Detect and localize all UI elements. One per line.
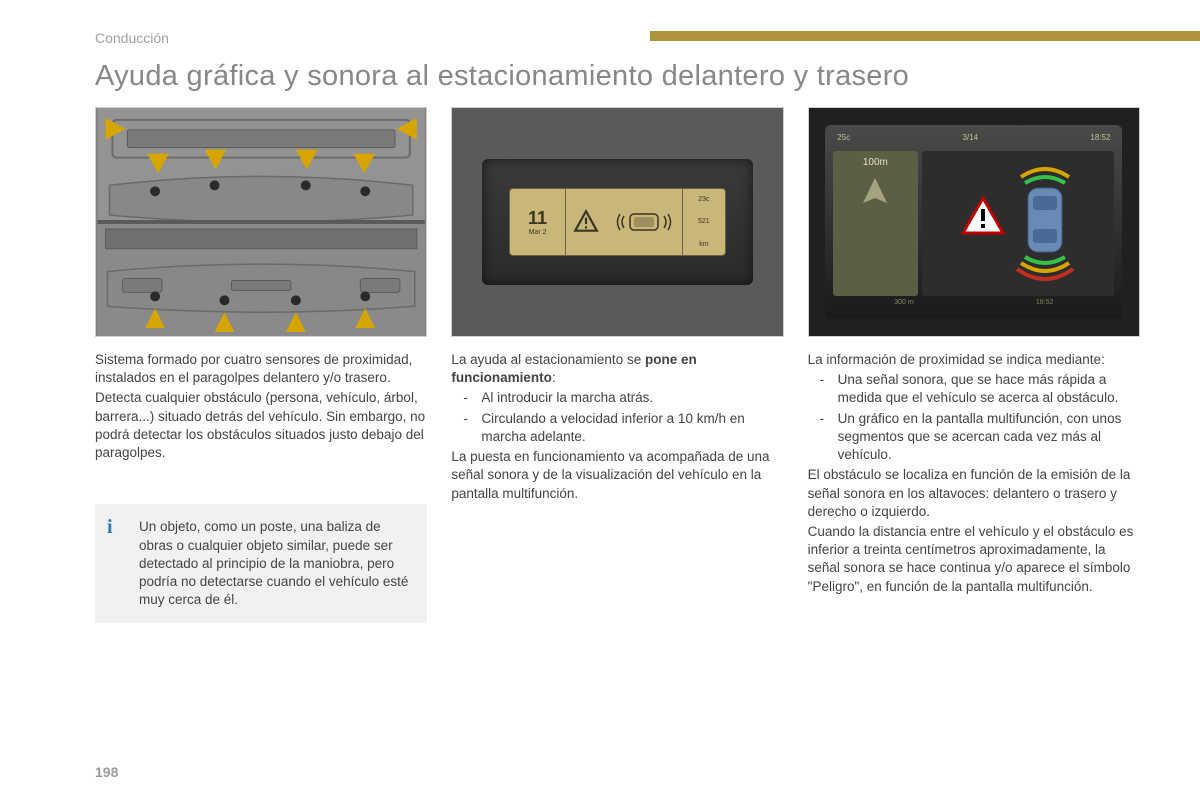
car-proximity-icon — [614, 206, 674, 238]
col2-text: La ayuda al estacionamiento se pone en f… — [451, 351, 783, 505]
multifunction-display: 25c 3/14 18:52 100m — [808, 107, 1140, 337]
lcd-left: 11 Mar 2 — [510, 189, 566, 256]
dash2-lcd: 11 Mar 2 — [509, 188, 726, 257]
col3-intro: La información de proximidad se indica m… — [808, 351, 1140, 369]
warning-icon — [573, 209, 599, 235]
column-3: 25c 3/14 18:52 100m — [808, 107, 1140, 623]
bumper-sensors-diagram — [95, 107, 427, 337]
dash3-main: 100m — [833, 151, 1114, 296]
col2-p2: La puesta en funcionamiento va acompañad… — [451, 448, 783, 503]
nav-panel: 100m — [833, 151, 917, 296]
nav-arrow-icon — [855, 168, 895, 258]
col1-text: Sistema formado por cuatro sensores de p… — [95, 351, 427, 464]
col2-list: Al introducir la marcha atrás. Circuland… — [451, 389, 783, 446]
lcd-temp: 23c — [698, 196, 709, 203]
dash2-bezel: 11 Mar 2 — [482, 159, 753, 284]
status-time: 18:52 — [1090, 133, 1110, 147]
nav-dist: 100m — [863, 157, 888, 168]
lcd-mid — [566, 189, 682, 256]
status-track: 3/14 — [962, 133, 978, 147]
info-text: Un objeto, como un poste, una baliza de … — [139, 519, 408, 607]
page-title: Ayuda gráfica y sonora al estacionamient… — [95, 60, 1140, 93]
col3-list: Una señal sonora, que se hace más rápida… — [808, 371, 1140, 464]
content-columns: Sistema formado por cuatro sensores de p… — [95, 107, 1140, 623]
column-1: Sistema formado por cuatro sensores de p… — [95, 107, 427, 623]
col2-intro: La ayuda al estacionamiento se pone en f… — [451, 351, 783, 387]
lcd-right: 23c 521 km — [682, 189, 725, 256]
dash3-bottombar: 300 m 18:52 — [833, 299, 1114, 311]
bottom-dist: 300 m — [894, 299, 913, 311]
col2-bullet-1: Al introducir la marcha atrás. — [463, 389, 783, 407]
lcd-odo: 521 — [698, 218, 710, 225]
lcd-date: Mar 2 — [529, 229, 547, 236]
col3-p3: Cuando la distancia entre el vehículo y … — [808, 523, 1140, 596]
col1-p1: Sistema formado por cuatro sensores de p… — [95, 351, 427, 387]
proximity-view — [922, 151, 1115, 296]
info-icon: i — [107, 514, 113, 541]
dash3-unit: 25c 3/14 18:52 100m — [825, 125, 1122, 319]
dashboard-display-small: 11 Mar 2 — [451, 107, 783, 337]
lcd-day: 11 — [528, 208, 547, 229]
dash3-statusbar: 25c 3/14 18:52 — [833, 133, 1114, 147]
bumper-svg — [96, 108, 426, 336]
proximity-svg — [933, 163, 1103, 283]
accent-bar — [650, 31, 1200, 41]
column-2: 11 Mar 2 — [451, 107, 783, 623]
page: Conducción Ayuda gráfica y sonora al est… — [0, 0, 1200, 623]
lcd-unit: km — [699, 241, 708, 248]
col3-bullet-2: Un gráfico en la pantalla multifunción, … — [820, 410, 1140, 465]
bottom-time: 18:52 — [1036, 299, 1054, 311]
col3-text: La información de proximidad se indica m… — [808, 351, 1140, 598]
col3-p2: El obstáculo se localiza en función de l… — [808, 466, 1140, 521]
info-callout: i Un objeto, como un poste, una baliza d… — [95, 504, 427, 623]
page-number: 198 — [95, 764, 118, 780]
col1-p2: Detecta cualquier obstáculo (persona, ve… — [95, 389, 427, 462]
col2-bullet-2: Circulando a velocidad inferior a 10 km/… — [463, 410, 783, 446]
col3-bullet-1: Una señal sonora, que se hace más rápida… — [820, 371, 1140, 407]
status-temp: 25c — [837, 133, 850, 147]
